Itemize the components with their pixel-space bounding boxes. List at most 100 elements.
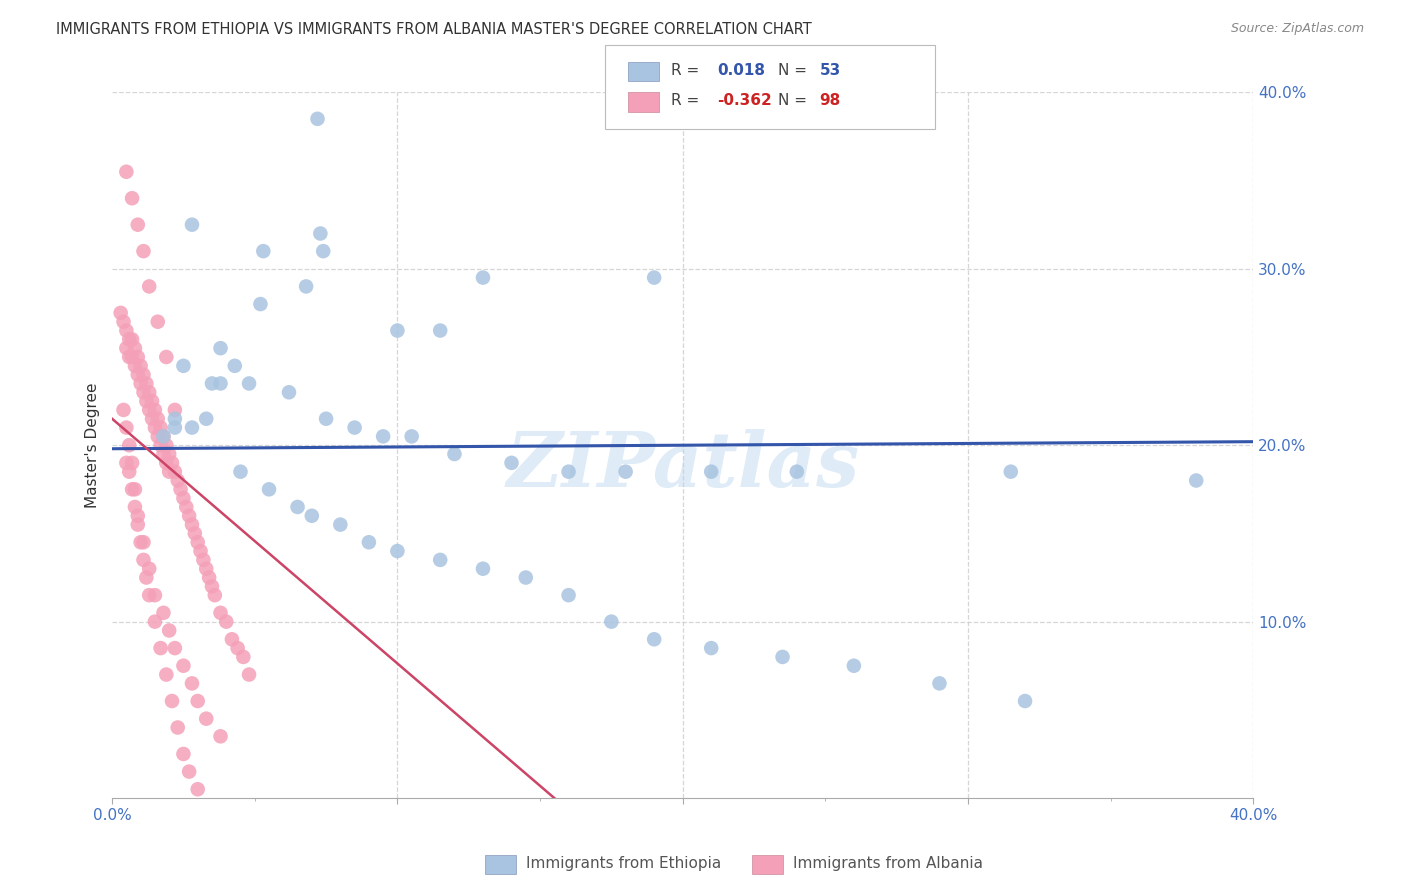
Point xyxy=(146,411,169,425)
Point xyxy=(155,667,177,681)
Point xyxy=(238,376,260,391)
Point xyxy=(187,535,209,549)
Point xyxy=(209,606,232,620)
Point xyxy=(146,429,169,443)
Point xyxy=(124,483,146,497)
Text: 53: 53 xyxy=(820,63,841,78)
Point xyxy=(181,218,204,232)
Point xyxy=(252,244,274,259)
Point xyxy=(443,447,465,461)
Point xyxy=(163,403,186,417)
Point xyxy=(204,588,226,602)
Point xyxy=(163,465,186,479)
Point xyxy=(928,676,950,690)
Point xyxy=(163,420,186,434)
Point xyxy=(124,500,146,514)
Point xyxy=(124,359,146,373)
Text: Source: ZipAtlas.com: Source: ZipAtlas.com xyxy=(1230,22,1364,36)
Point xyxy=(309,227,332,241)
Point xyxy=(163,411,186,425)
Point xyxy=(115,341,138,355)
Point xyxy=(179,508,201,523)
Text: N =: N = xyxy=(778,63,807,78)
Point xyxy=(472,270,495,285)
Point xyxy=(221,632,243,647)
Point xyxy=(152,447,174,461)
Point xyxy=(226,641,249,656)
Point xyxy=(278,385,301,400)
Point xyxy=(187,694,209,708)
Point xyxy=(152,606,174,620)
Point xyxy=(129,535,152,549)
Point xyxy=(118,350,141,364)
Point xyxy=(138,385,160,400)
Y-axis label: Master's Degree: Master's Degree xyxy=(86,383,100,508)
Point xyxy=(138,588,160,602)
Point xyxy=(132,385,155,400)
Text: Immigrants from Ethiopia: Immigrants from Ethiopia xyxy=(526,856,721,871)
Point xyxy=(195,712,218,726)
Point xyxy=(515,570,537,584)
Point xyxy=(1185,474,1208,488)
Point xyxy=(157,447,180,461)
Point xyxy=(329,517,352,532)
Point xyxy=(135,570,157,584)
Point xyxy=(600,615,623,629)
Text: IMMIGRANTS FROM ETHIOPIA VS IMMIGRANTS FROM ALBANIA MASTER'S DEGREE CORRELATION : IMMIGRANTS FROM ETHIOPIA VS IMMIGRANTS F… xyxy=(56,22,813,37)
Point xyxy=(700,641,723,656)
Point xyxy=(201,376,224,391)
Point xyxy=(110,306,132,320)
Point xyxy=(232,649,254,664)
Point xyxy=(143,588,166,602)
Point xyxy=(149,641,172,656)
Point xyxy=(121,350,143,364)
Point xyxy=(184,526,207,541)
Point xyxy=(115,165,138,179)
Point xyxy=(163,641,186,656)
Point xyxy=(127,350,149,364)
Point xyxy=(146,315,169,329)
Point xyxy=(135,376,157,391)
Point xyxy=(129,359,152,373)
Point xyxy=(700,465,723,479)
Point xyxy=(557,465,579,479)
Point xyxy=(132,535,155,549)
Point xyxy=(229,465,252,479)
Point xyxy=(401,429,423,443)
Point xyxy=(772,649,794,664)
Point xyxy=(143,403,166,417)
Point xyxy=(174,500,197,514)
Point xyxy=(166,474,188,488)
Point xyxy=(387,324,409,338)
Point xyxy=(193,553,215,567)
Point xyxy=(429,324,451,338)
Text: N =: N = xyxy=(778,94,807,108)
Point xyxy=(112,315,135,329)
Point xyxy=(187,782,209,797)
Point xyxy=(786,465,808,479)
Point xyxy=(157,624,180,638)
Point xyxy=(155,350,177,364)
Point xyxy=(257,483,280,497)
Point xyxy=(201,579,224,593)
Point xyxy=(141,411,163,425)
Point xyxy=(209,376,232,391)
Point xyxy=(118,438,141,452)
Point xyxy=(121,191,143,205)
Point xyxy=(643,270,665,285)
Point xyxy=(160,694,183,708)
Point xyxy=(118,332,141,346)
Point xyxy=(127,218,149,232)
Point xyxy=(172,658,194,673)
Point xyxy=(614,465,637,479)
Point xyxy=(198,570,221,584)
Point xyxy=(172,747,194,761)
Point xyxy=(209,729,232,743)
Point xyxy=(181,676,204,690)
Point xyxy=(138,279,160,293)
Point xyxy=(195,562,218,576)
Text: R =: R = xyxy=(671,63,699,78)
Point xyxy=(121,483,143,497)
Point xyxy=(143,420,166,434)
Point xyxy=(121,456,143,470)
